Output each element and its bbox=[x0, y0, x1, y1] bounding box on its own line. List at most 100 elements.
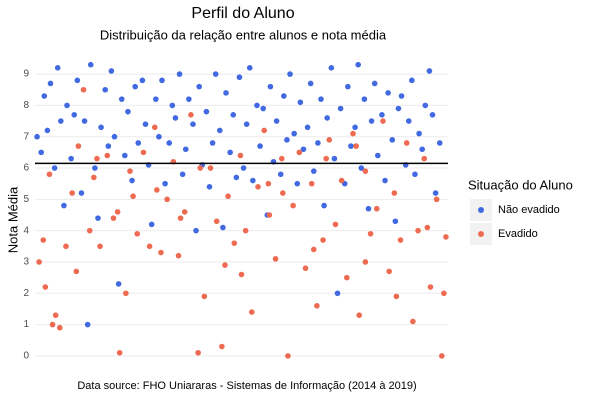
data-point bbox=[225, 193, 231, 200]
data-point bbox=[188, 111, 194, 118]
data-point bbox=[156, 133, 162, 140]
data-point bbox=[75, 143, 82, 149]
data-point bbox=[134, 230, 141, 237]
data-point bbox=[422, 102, 429, 109]
data-point bbox=[206, 184, 213, 190]
data-point bbox=[38, 149, 44, 156]
data-point bbox=[267, 83, 274, 90]
data-point bbox=[181, 209, 188, 215]
data-point bbox=[250, 177, 256, 184]
data-point bbox=[220, 224, 226, 231]
data-point bbox=[436, 140, 443, 146]
data-point bbox=[223, 90, 229, 96]
data-point bbox=[64, 102, 70, 109]
data-point bbox=[398, 93, 405, 99]
data-point bbox=[162, 180, 168, 187]
data-point bbox=[125, 108, 131, 115]
data-point bbox=[392, 218, 399, 225]
data-point bbox=[441, 290, 447, 297]
data-point bbox=[332, 221, 339, 228]
data-point bbox=[328, 65, 335, 71]
data-point bbox=[238, 271, 245, 278]
data-point bbox=[389, 137, 396, 143]
data-point bbox=[52, 312, 59, 319]
data-point bbox=[129, 177, 135, 184]
data-point bbox=[429, 111, 436, 118]
data-point bbox=[255, 184, 261, 190]
data-point bbox=[426, 68, 433, 74]
data-point bbox=[371, 80, 378, 87]
data-point bbox=[410, 318, 416, 325]
data-point bbox=[373, 205, 380, 212]
data-point bbox=[439, 353, 445, 359]
data-point bbox=[362, 168, 369, 174]
data-point bbox=[386, 268, 392, 275]
data-point bbox=[114, 209, 121, 215]
data-point bbox=[227, 149, 233, 156]
data-point bbox=[182, 146, 189, 153]
data-point bbox=[74, 77, 81, 84]
data-point bbox=[233, 174, 240, 181]
data-point bbox=[63, 243, 69, 250]
data-point bbox=[146, 243, 153, 250]
data-point bbox=[84, 321, 91, 328]
data-point bbox=[46, 171, 53, 178]
data-point bbox=[86, 227, 93, 234]
data-point bbox=[358, 165, 365, 171]
data-point bbox=[40, 237, 47, 243]
data-point bbox=[175, 252, 182, 259]
data-point bbox=[190, 121, 196, 127]
data-point bbox=[207, 165, 214, 171]
data-point bbox=[58, 118, 64, 124]
data-point bbox=[98, 124, 104, 131]
data-point bbox=[324, 115, 330, 121]
legend-title: Situação do Aluno bbox=[468, 177, 573, 192]
data-point bbox=[158, 249, 164, 256]
data-point bbox=[151, 124, 158, 131]
data-point bbox=[159, 77, 165, 84]
data-point bbox=[352, 124, 358, 131]
data-point bbox=[34, 133, 40, 140]
data-point bbox=[139, 77, 146, 84]
data-point bbox=[310, 246, 317, 253]
data-point bbox=[201, 293, 208, 300]
data-point bbox=[421, 155, 428, 162]
data-point bbox=[379, 111, 385, 118]
y-tick-label: 6 bbox=[23, 163, 29, 174]
data-point bbox=[176, 71, 183, 77]
data-point bbox=[197, 165, 203, 171]
data-point bbox=[80, 86, 87, 93]
data-point bbox=[36, 259, 42, 265]
data-point bbox=[177, 215, 184, 221]
data-point bbox=[47, 80, 54, 87]
data-point bbox=[297, 99, 304, 106]
data-point bbox=[186, 96, 192, 102]
data-point bbox=[353, 143, 359, 149]
data-point bbox=[219, 343, 225, 350]
data-point bbox=[315, 140, 321, 146]
data-point bbox=[123, 290, 129, 297]
data-point bbox=[105, 143, 112, 149]
data-point bbox=[318, 96, 324, 102]
data-point bbox=[44, 127, 51, 134]
data-point bbox=[127, 168, 133, 174]
data-point bbox=[118, 96, 125, 102]
data-point bbox=[203, 108, 210, 115]
data-point bbox=[92, 165, 98, 171]
data-point bbox=[209, 140, 216, 146]
data-point bbox=[285, 353, 291, 359]
data-point bbox=[260, 105, 266, 112]
data-point bbox=[323, 155, 329, 162]
data-point bbox=[231, 240, 238, 246]
data-point bbox=[432, 190, 439, 196]
legend-label: Evadido bbox=[498, 228, 538, 240]
data-point bbox=[217, 127, 223, 134]
data-point bbox=[164, 196, 170, 203]
data-point bbox=[287, 71, 293, 77]
data-point bbox=[281, 93, 287, 99]
data-point bbox=[280, 190, 286, 196]
data-point bbox=[412, 171, 418, 178]
data-point bbox=[243, 121, 250, 127]
